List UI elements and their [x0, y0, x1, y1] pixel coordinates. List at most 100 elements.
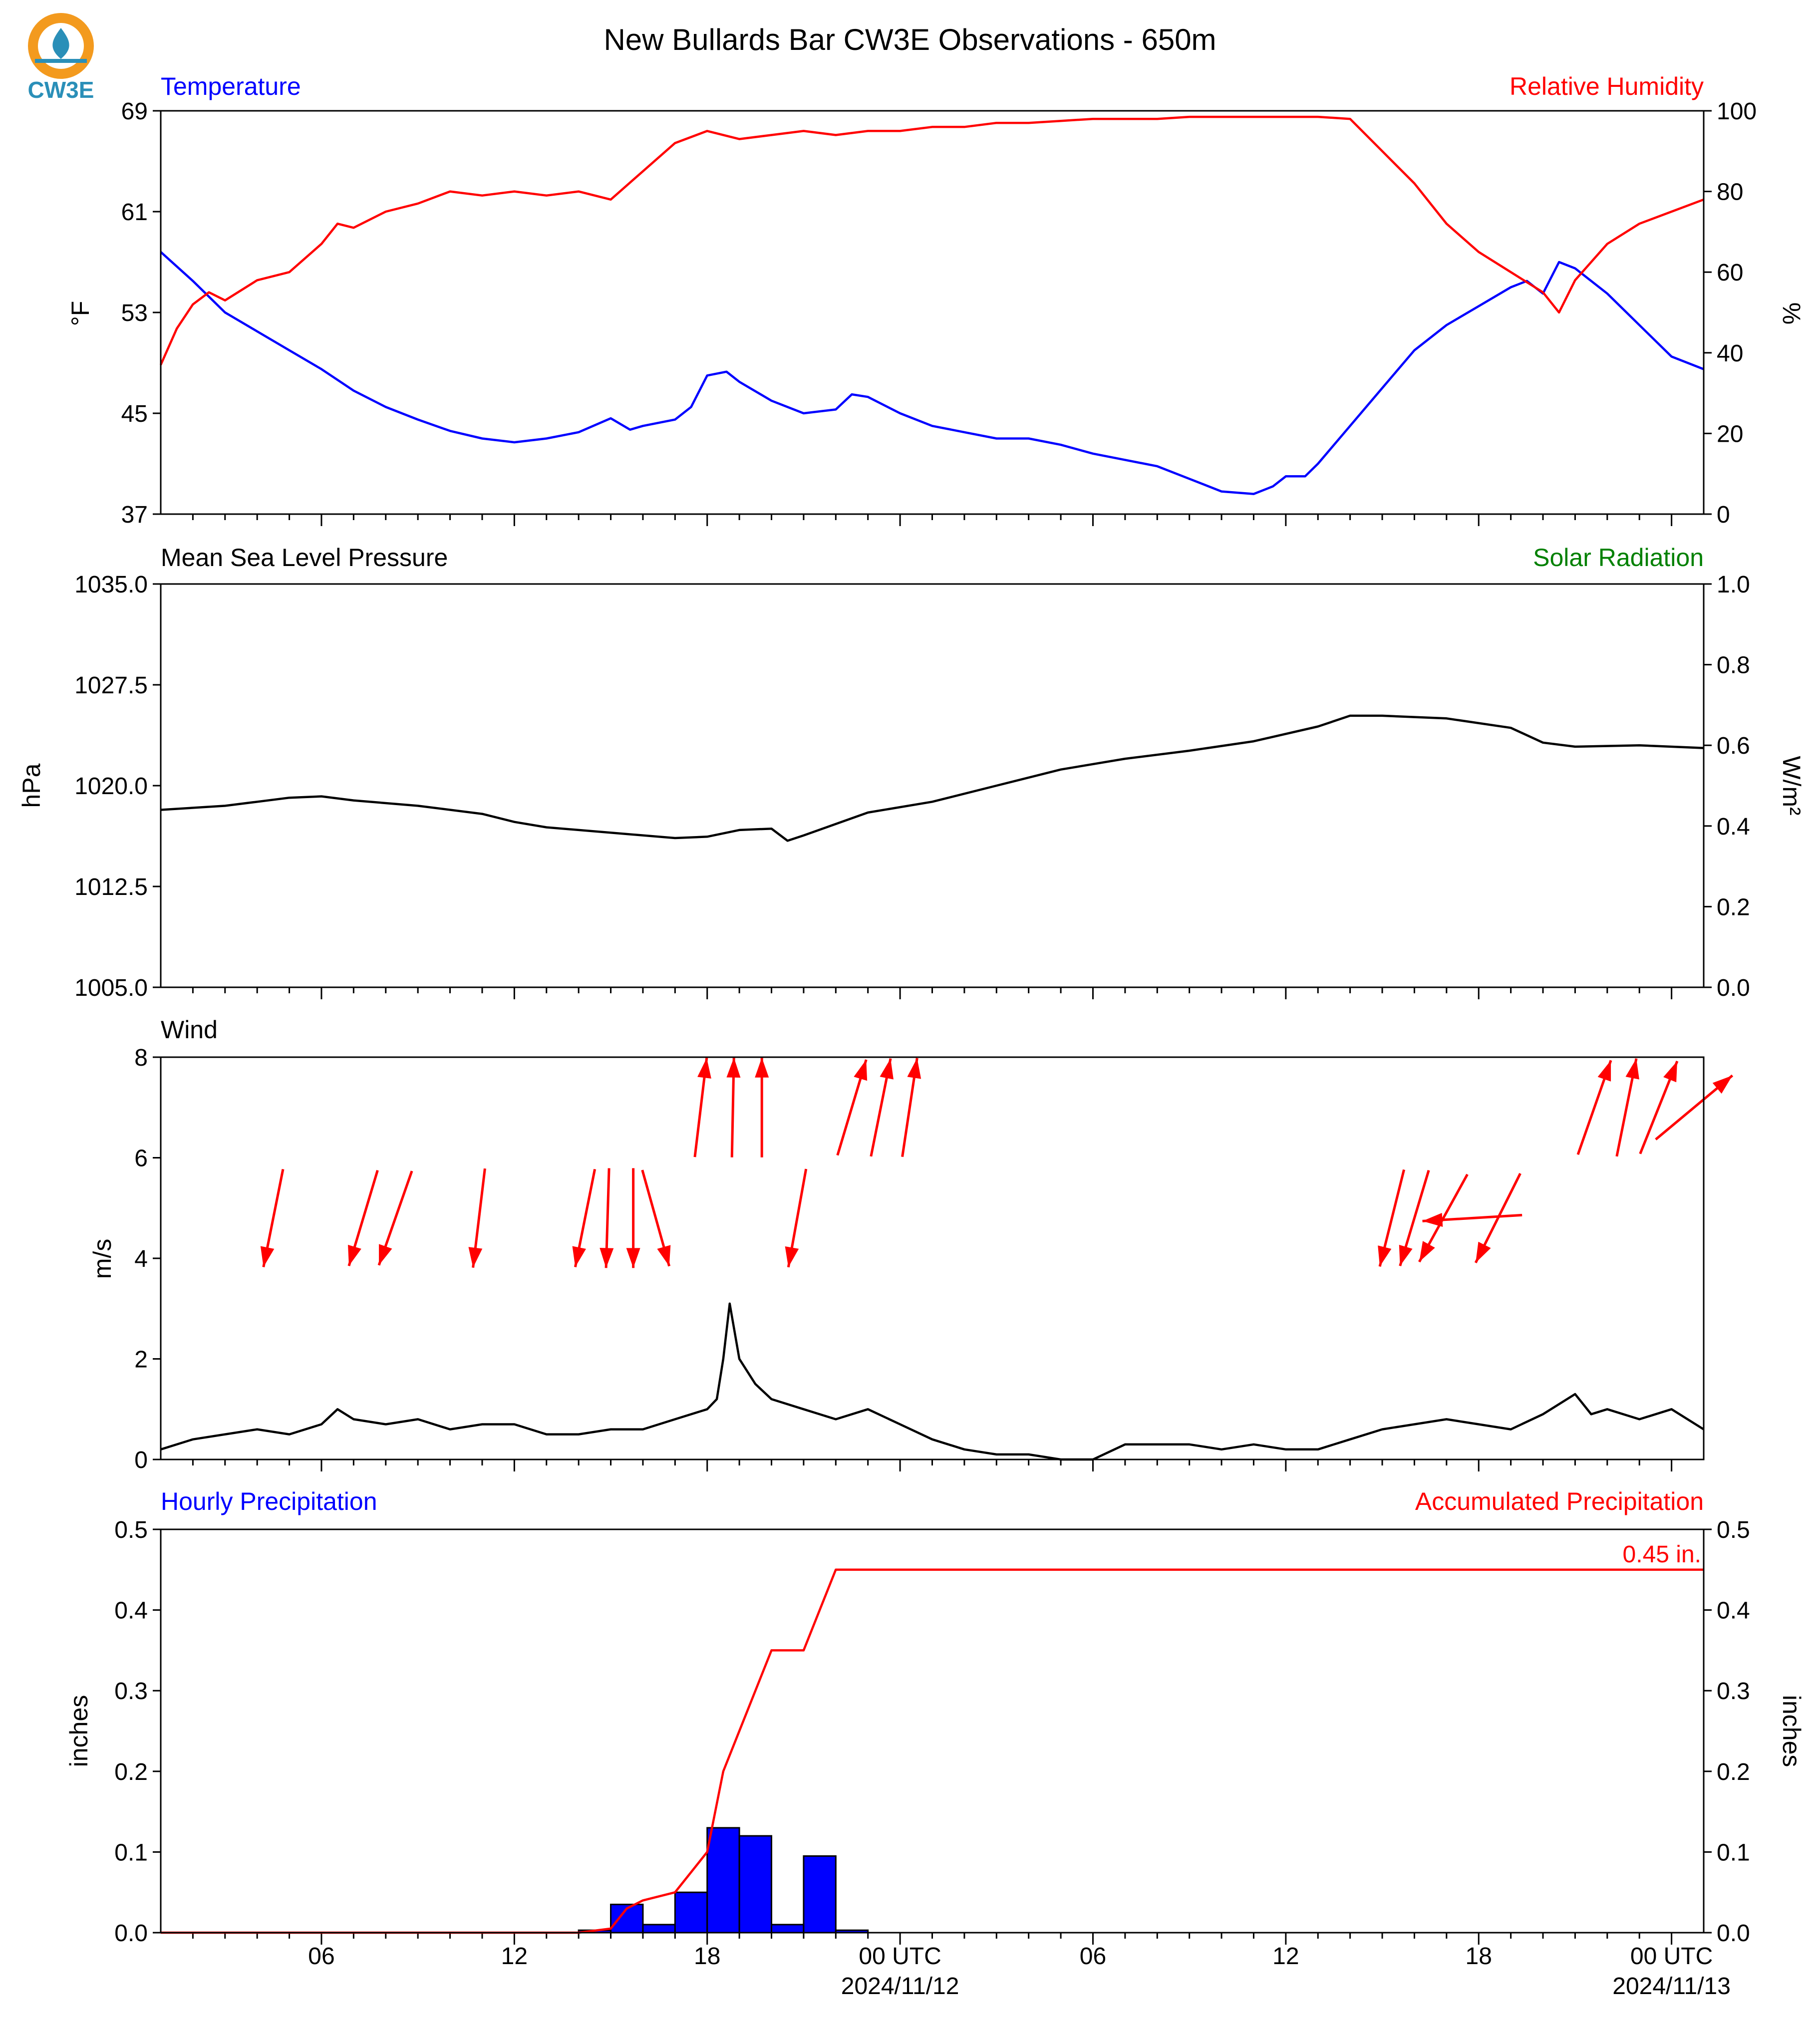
pressure-title: Mean Sea Level Pressure	[161, 544, 448, 572]
wind-arrowhead-icon	[1625, 1058, 1639, 1080]
y-tick-label-right: 0.3	[1717, 1678, 1750, 1705]
pressure-line	[160, 714, 1704, 842]
y-tick-label-left: 45	[121, 401, 148, 427]
y-tick-label-left: 0.1	[114, 1839, 148, 1866]
wind-arrowhead-icon	[379, 1244, 392, 1265]
wind-ticks: 0 2 4 6 8	[134, 1045, 1673, 1473]
wind-arrowhead-icon	[1399, 1244, 1413, 1266]
x-date-label: 2024/11/13	[1612, 1973, 1731, 2000]
x-tick-label: 12	[1272, 1943, 1299, 1970]
y-tick-label-left: 69	[121, 98, 148, 125]
y-tick-label-right: 0.2	[1717, 1759, 1750, 1785]
hourly-precip-bar	[642, 1924, 676, 1934]
x-tick-label: 12	[501, 1943, 528, 1970]
wind-arrowhead-icon	[600, 1247, 614, 1268]
x-tick-label: 06	[1080, 1943, 1106, 1970]
logo-wave-icon	[35, 59, 87, 63]
y-tick-label-left: 0.0	[114, 1920, 148, 1947]
wind-arrowhead-icon	[348, 1244, 361, 1266]
y-tick-label-left: 6	[134, 1146, 148, 1172]
pressure-frame	[160, 583, 1705, 988]
wind-arrowhead-icon	[1422, 1213, 1443, 1227]
wind-arrowhead-icon	[1597, 1060, 1611, 1082]
y-tick-label-right: 60	[1717, 260, 1743, 286]
wind-arrowhead-icon	[260, 1246, 275, 1267]
wind-arrowhead-icon	[880, 1058, 894, 1080]
y-tick-label-left: 0.2	[114, 1759, 148, 1785]
x-date-label: 2024/11/12	[841, 1973, 959, 2000]
y-tick-label-right: 0.1	[1717, 1839, 1750, 1866]
x-tick-label: 00 UTC	[1630, 1943, 1713, 1970]
wind-speed-line	[160, 1302, 1705, 1461]
time-axis-labels: 06 12 18 00 UTC 2024/11/12 06 12 18 00 UTC 2024/1…	[308, 1943, 1731, 2000]
y-tick-label-left: 0.4	[114, 1598, 148, 1624]
precip-y-axis-label: inches	[65, 1695, 93, 1767]
x-tick-label: 00 UTC	[859, 1943, 941, 1970]
y-tick-label-right: 0.5	[1717, 1517, 1750, 1543]
accumulated-precip-title: Accumulated Precipitation	[1415, 1487, 1704, 1515]
hourly-precip-title: Hourly Precipitation	[161, 1487, 377, 1515]
y-tick-label-right: 1.0	[1717, 572, 1750, 598]
wind-arrowhead-icon	[572, 1246, 586, 1267]
pressure-y-axis-label: hPa	[17, 763, 45, 808]
hourly-precip-bar	[803, 1855, 837, 1934]
hourly-precip-bar	[771, 1924, 805, 1934]
wind-arrowhead-icon	[657, 1245, 671, 1266]
y-tick-label-right: 40	[1717, 340, 1743, 367]
temp-rh-plot-area	[159, 115, 1704, 495]
logo-text: CW3E	[28, 77, 94, 103]
wind-plot-area	[160, 1057, 1734, 1461]
y-tick-label-left: 0.5	[114, 1517, 148, 1543]
pressure-plot-area	[160, 714, 1704, 842]
y-tick-label-right: 0	[1717, 502, 1730, 528]
temperature-title: Temperature	[161, 72, 301, 100]
y-tick-label-left: 0.3	[114, 1678, 148, 1705]
y-tick-label-right: 0.8	[1717, 652, 1750, 679]
total-precip-label: 0.45 in.	[1623, 1541, 1701, 1568]
y-tick-label-left: 0	[134, 1447, 148, 1473]
relative-humidity-title: Relative Humidity	[1510, 72, 1704, 100]
y-tick-label-right: 0.0	[1717, 1920, 1750, 1947]
y-tick-label-left: 1005.0	[74, 975, 148, 1001]
wind-arrowhead-icon	[785, 1246, 799, 1267]
accum-y-axis-label: inches	[1778, 1695, 1806, 1767]
wind-frame	[160, 1056, 1705, 1460]
wind-arrowhead-icon	[907, 1058, 921, 1079]
wind-arrowhead-icon	[755, 1057, 769, 1078]
x-tick-label: 18	[694, 1943, 720, 1970]
y-tick-label-right: 0.4	[1717, 814, 1750, 840]
y-tick-label-right: 100	[1717, 98, 1757, 125]
rh-y-axis-label: %	[1778, 302, 1806, 324]
y-tick-label-left: 8	[134, 1045, 148, 1071]
y-tick-label-right: 0.0	[1717, 975, 1750, 1001]
wind-arrowhead-icon	[1419, 1241, 1435, 1262]
temp-rh-ticks: 37 45 53 61 69 0 20 40 60 80 100	[121, 98, 1757, 528]
logo-water-drop-icon	[52, 28, 69, 59]
accumulated-precip-line	[161, 1568, 1704, 1934]
y-tick-label-left: 53	[121, 300, 148, 326]
y-tick-label-left: 1035.0	[74, 572, 148, 598]
precip-panel: Hourly Precipitation Accumulated Precipi…	[65, 1487, 1806, 1947]
cw3e-logo: CW3E	[28, 13, 94, 103]
wind-arrowhead-icon	[1378, 1245, 1392, 1267]
hourly-precip-bar	[738, 1835, 773, 1934]
temp-rh-frame	[160, 110, 1705, 515]
x-tick-label: 06	[308, 1943, 334, 1970]
y-tick-label-left: 1012.5	[74, 874, 148, 900]
x-tick-label: 18	[1466, 1943, 1492, 1970]
wind-y-axis-label: m/s	[88, 1239, 116, 1279]
hourly-precip-bar	[706, 1827, 740, 1934]
wind-arrowhead-icon	[697, 1058, 711, 1079]
temp-rh-panel: Temperature Relative Humidity °F % 37 45 5…	[66, 72, 1806, 528]
temperature-line	[160, 251, 1704, 495]
y-tick-label-left: 61	[121, 199, 148, 226]
y-tick-label-left: 37	[121, 502, 148, 528]
wind-arrowhead-icon	[1712, 1075, 1733, 1094]
pressure-panel: Mean Sea Level Pressure Solar Radiation …	[17, 544, 1806, 1001]
y-tick-label-right: 80	[1717, 179, 1743, 206]
relative-humidity-line	[159, 115, 1704, 365]
temp-y-axis-label: °F	[66, 301, 94, 326]
y-tick-label-left: 1020.0	[74, 773, 148, 800]
